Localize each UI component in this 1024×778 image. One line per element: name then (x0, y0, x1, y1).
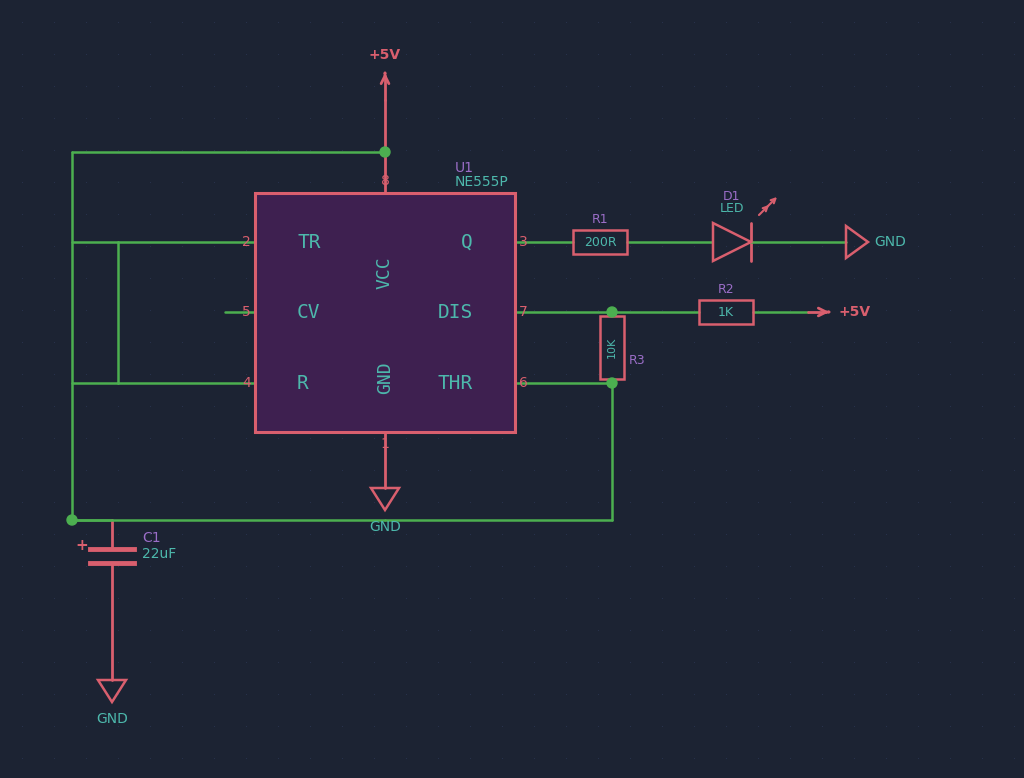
Text: GND: GND (874, 235, 906, 249)
Text: +: + (76, 538, 88, 553)
Text: C1: C1 (142, 531, 161, 545)
Text: 6: 6 (519, 376, 528, 390)
Text: 8: 8 (381, 174, 389, 188)
Circle shape (607, 378, 617, 388)
Text: TR: TR (297, 233, 321, 251)
Text: GND: GND (376, 362, 394, 394)
Text: 2: 2 (243, 235, 251, 249)
Text: R3: R3 (629, 353, 645, 366)
Text: 10K: 10K (607, 337, 617, 358)
Bar (600, 316, 624, 379)
Text: 22uF: 22uF (142, 547, 176, 561)
Bar (699, 300, 753, 324)
Bar (573, 230, 627, 254)
Text: R1: R1 (592, 213, 608, 226)
Circle shape (380, 147, 390, 157)
Circle shape (607, 307, 617, 317)
Text: R: R (297, 373, 309, 392)
Text: R2: R2 (718, 283, 734, 296)
Text: 7: 7 (519, 305, 527, 319)
Text: 4: 4 (243, 376, 251, 390)
Text: 5: 5 (243, 305, 251, 319)
Text: THR: THR (437, 373, 473, 392)
Circle shape (67, 515, 77, 525)
Text: +5V: +5V (838, 305, 870, 319)
Text: 1: 1 (381, 437, 389, 451)
Text: U1: U1 (455, 161, 474, 175)
Text: 3: 3 (519, 235, 527, 249)
Text: CV: CV (297, 303, 321, 321)
Text: NE555P: NE555P (455, 175, 509, 189)
Text: VCC: VCC (376, 257, 394, 289)
Text: GND: GND (96, 712, 128, 726)
Text: Q: Q (461, 233, 473, 251)
Text: DIS: DIS (437, 303, 473, 321)
Bar (255, 193, 515, 432)
Text: D1: D1 (723, 190, 740, 203)
Text: 1K: 1K (718, 306, 734, 318)
Text: GND: GND (369, 520, 401, 534)
Text: 200R: 200R (584, 236, 616, 248)
Text: +5V: +5V (369, 48, 401, 62)
Text: LED: LED (720, 202, 744, 215)
